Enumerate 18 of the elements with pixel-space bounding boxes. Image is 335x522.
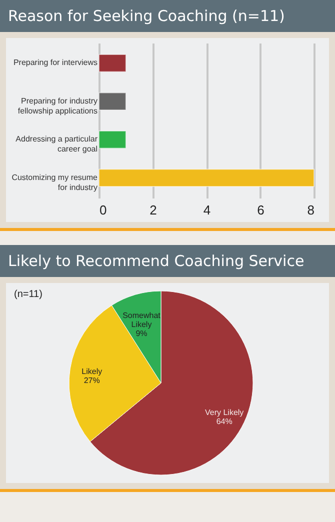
chart-title: Likely to Recommend Coaching Service bbox=[0, 245, 335, 277]
slice-label: Very Likely bbox=[204, 408, 244, 417]
y-tick-label: Preparing for industry fellowship applications bbox=[18, 96, 98, 116]
text: (n=11) bbox=[14, 289, 42, 300]
x-tick-label: 4 bbox=[203, 202, 211, 218]
x-tick-label: 8 bbox=[307, 202, 314, 218]
chart-title: Reason for Seeking Coaching (n=11) bbox=[0, 0, 335, 32]
data-label: 27% bbox=[84, 376, 100, 386]
y-tick-label: Customizing my resume for industry bbox=[12, 172, 98, 192]
x-tick-label: 0 bbox=[100, 202, 107, 218]
x-tick-label: 2 bbox=[150, 202, 157, 218]
data-label: 64% bbox=[216, 416, 232, 426]
slice-label: Somewhat Likely bbox=[122, 310, 162, 329]
slice-label: Likely bbox=[82, 367, 102, 376]
y-tick-label: Preparing for interviews bbox=[13, 58, 98, 68]
x-tick-label: 6 bbox=[257, 202, 264, 218]
data-label: 9% bbox=[136, 328, 148, 338]
y-tick-label: Addressing a particular career goal bbox=[16, 134, 98, 154]
